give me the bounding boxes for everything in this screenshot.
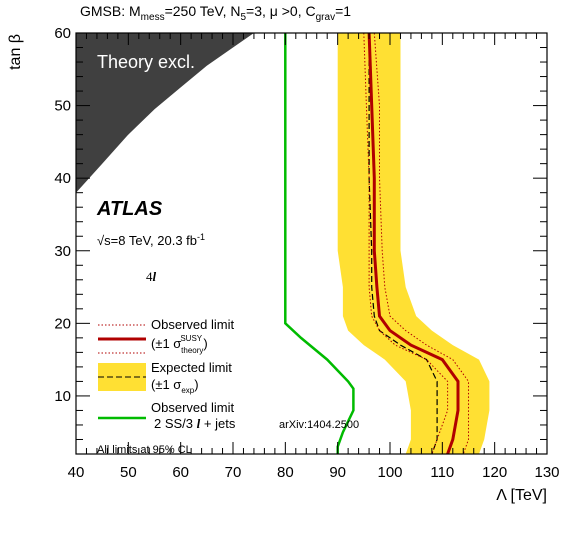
chart-title: GMSB: Mmess=250 TeV, N5=3, μ >0, Cgrav=1 xyxy=(80,3,351,23)
x-tick-label: 50 xyxy=(120,464,137,481)
atlas-label: ATLAS xyxy=(96,198,163,220)
ss3l-observed-limit-line xyxy=(284,33,355,454)
theory-excluded-region xyxy=(76,33,254,193)
plot-frame xyxy=(75,32,548,455)
y-tick-label: 50 xyxy=(54,98,71,115)
legend-expected-sub: (±1 σexp) xyxy=(151,377,199,395)
legend-green-label-1: Observed limit xyxy=(151,400,234,415)
energy-label: √s=8 TeV, 20.3 fb-1 xyxy=(97,232,205,248)
x-tick-label: 70 xyxy=(225,464,242,481)
observed-theory-upper-line xyxy=(373,33,469,454)
legend-observed-sub: (±1 σSUSY theory) xyxy=(151,334,208,355)
x-tick-label: 130 xyxy=(534,464,559,481)
legend: Observed limit (±1 σSUSY theory) Expected… xyxy=(97,317,359,456)
y-tick-label: 20 xyxy=(54,315,71,332)
theory-excluded-label: Theory excl. xyxy=(97,52,195,72)
x-tick-label: 110 xyxy=(430,464,454,481)
expected-limit-band xyxy=(337,33,490,454)
legend-observed-label: Observed limit xyxy=(151,317,234,332)
x-tick-label: 80 xyxy=(277,464,294,481)
legend-green-label-2: 2 SS/3 l + jets xyxy=(154,416,236,431)
y-axis-title: tan β xyxy=(7,34,24,70)
x-tick-label: 120 xyxy=(482,464,507,481)
legend-green-ref: arXiv:1404.2500 xyxy=(279,419,359,431)
y-tick-label: 40 xyxy=(54,170,71,187)
y-tick-label: 60 xyxy=(54,25,71,42)
cl-note: All limits at 95% CL xyxy=(97,444,192,456)
y-tick-label: 30 xyxy=(54,243,71,260)
x-tick-label: 40 xyxy=(68,464,85,481)
legend-expected-label: Expected limit xyxy=(151,360,232,375)
y-tick-label: 10 xyxy=(54,388,71,405)
expected-limit-line xyxy=(368,33,438,454)
observed-limit-line xyxy=(367,33,460,454)
channel-label: 4l xyxy=(146,269,157,284)
x-tick-label: 90 xyxy=(329,464,346,481)
x-tick-label: 60 xyxy=(172,464,189,481)
x-axis-title: Λ [TeV] xyxy=(496,487,547,504)
x-tick-label: 100 xyxy=(377,464,402,481)
